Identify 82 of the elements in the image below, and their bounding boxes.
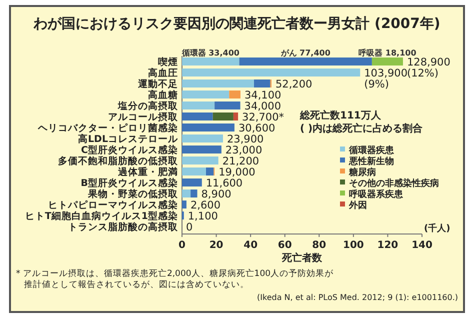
legend-label: 糖尿病 — [348, 167, 376, 178]
annotation: 総死亡数111万人 — [299, 110, 382, 122]
bar — [372, 58, 403, 66]
total-label: 52,200 — [275, 78, 312, 90]
bar — [182, 102, 215, 110]
y-tick-label: 高LDLコレステロール — [78, 133, 179, 145]
text: (Ikeda N, et al: PLoS Med. 2012; 9 (1): e1001160.) — [257, 293, 458, 302]
total-label: 1,100 — [188, 210, 218, 222]
bar — [229, 90, 240, 98]
x-tick-label: 120 — [377, 240, 398, 251]
annotation: ( )内は総死亡に占める割合 — [300, 122, 424, 134]
total-label: 23,000 — [225, 144, 262, 156]
legend-label: 循環器疾患 — [348, 145, 395, 156]
bar — [233, 112, 238, 120]
total-label: 32,700* — [242, 112, 284, 124]
total-label: 103,900 — [364, 68, 408, 80]
bar — [182, 178, 202, 186]
total-label: 2,600 — [190, 200, 221, 212]
legend-label: 悪性新生物 — [348, 156, 394, 167]
bar — [214, 102, 240, 110]
bar — [182, 90, 230, 98]
bar — [182, 112, 213, 120]
total-label: 30,600 — [238, 122, 276, 134]
y-tick-label: 高血圧 — [148, 67, 178, 79]
bar — [190, 190, 198, 198]
x-tick-label: 60 — [278, 240, 292, 251]
y-tick-label: 塩分の高摂取 — [117, 100, 179, 112]
legend-label: その他の非感染性疾病 — [349, 178, 439, 189]
annotation: 呼吸器 18,100 — [358, 48, 417, 58]
legend-label: 外因 — [348, 200, 367, 211]
y-tick-label: 多価不飽和脂肪酸の低摂取 — [58, 155, 179, 167]
bar — [206, 168, 214, 176]
y-tick-label: ヒトパピローマウイルス感染 — [48, 199, 178, 211]
y-tick-label: アルコール摂取 — [108, 111, 179, 123]
y-tick-label: 喫煙 — [158, 56, 178, 68]
annotation: がん 77,400 — [280, 48, 331, 58]
chart-title: わが国におけるリスク要因別の関連死亡者数ー男女計 (2007年) — [32, 15, 440, 32]
y-tick-label: 高血糖 — [148, 89, 178, 101]
y-tick-label: ヒトT細胞白血病ウイルス1型感染 — [24, 210, 178, 222]
x-tick-label: 140 — [412, 240, 432, 251]
text: (千人) — [424, 223, 450, 234]
total-label: 23,900 — [226, 134, 264, 146]
bar — [182, 134, 223, 142]
total-label: 34,100 — [244, 90, 282, 102]
bar — [212, 112, 234, 120]
x-tick-label: 100 — [342, 240, 364, 251]
total-label: 34,000 — [244, 100, 282, 112]
x-tick-label: 40 — [244, 240, 258, 251]
y-tick-label: 運動不足 — [137, 78, 178, 90]
legend-label: 呼吸器系疾患 — [349, 189, 404, 200]
bar — [182, 68, 360, 76]
total-label: 0 — [186, 222, 193, 234]
x-tick-label: 0 — [178, 240, 186, 251]
y-tick-label: 過体重・肥満 — [117, 166, 178, 178]
y-tick-label: トランス脂肪酸の高摂取 — [68, 221, 179, 233]
bar — [182, 190, 191, 198]
total-label: 19,000 — [218, 166, 256, 178]
bar — [254, 80, 270, 88]
total-label: 128,900 — [406, 56, 450, 68]
text: * アルコール摂取は、循環器疾患死亡2,000人、糖尿病死亡100人の予防効果が — [16, 268, 335, 279]
bar — [182, 124, 234, 132]
y-tick-label: ヘリコバクター・ピロリ菌感染 — [37, 122, 178, 134]
total-label: 11,600 — [206, 178, 243, 190]
total-label: 8,900 — [201, 188, 232, 200]
bar — [182, 168, 206, 176]
x-axis-title: 死亡者数 — [281, 252, 323, 264]
total-label: 21,200 — [222, 156, 260, 168]
x-tick-label: 80 — [312, 240, 326, 251]
bar — [182, 58, 240, 66]
y-tick-label: 果物・野菜の低摂取 — [87, 188, 179, 200]
annotation: 循環器 33,400 — [180, 48, 240, 58]
y-tick-label: B型肝炎ウイルス感染 — [80, 177, 178, 189]
annotation: (12%) — [406, 68, 439, 80]
text: 推計値として報告されているが、図には含めていない。 — [24, 279, 249, 290]
x-tick-label: 20 — [209, 240, 224, 251]
bar — [239, 58, 372, 66]
y-tick-label: C型肝炎ウイルス感染 — [81, 144, 178, 156]
bar — [182, 200, 186, 208]
annotation: (9%) — [364, 78, 389, 90]
bar — [182, 80, 254, 88]
bar — [182, 146, 222, 154]
bar — [182, 156, 218, 164]
